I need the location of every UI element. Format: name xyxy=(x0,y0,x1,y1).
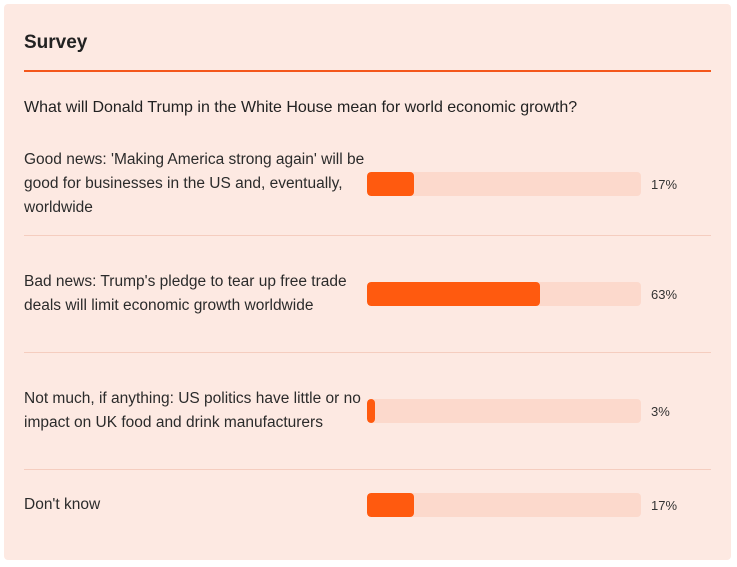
option-label: Don't know xyxy=(24,496,101,513)
result-bar-fill xyxy=(367,282,540,306)
survey-options: Good news: 'Making America strong again'… xyxy=(24,133,711,540)
survey-option[interactable]: Bad news: Trump's pledge to tear up free… xyxy=(24,236,711,353)
result-bar-track xyxy=(367,493,641,517)
option-label: Not much, if anything: US politics have … xyxy=(24,390,361,431)
survey-card: Survey What will Donald Trump in the Whi… xyxy=(4,4,731,560)
result-bar-track xyxy=(367,399,641,423)
option-percent: 63% xyxy=(651,286,678,302)
result-bar-track xyxy=(367,172,641,196)
result-bar-fill xyxy=(367,399,376,423)
survey-option[interactable]: Don't know 17% xyxy=(24,470,711,540)
survey-option[interactable]: Good news: 'Making America strong again'… xyxy=(24,133,711,236)
option-percent: 17% xyxy=(651,176,678,192)
result-bar-track xyxy=(367,282,641,306)
option-percent: 3% xyxy=(651,403,670,419)
title-divider xyxy=(24,70,711,72)
option-label: Good news: 'Making America strong again'… xyxy=(24,151,365,216)
survey-option[interactable]: Not much, if anything: US politics have … xyxy=(24,353,711,470)
option-percent: 17% xyxy=(651,497,678,513)
survey-title: Survey xyxy=(24,32,88,53)
result-bar-fill xyxy=(367,172,414,196)
option-label: Bad news: Trump's pledge to tear up free… xyxy=(24,273,347,314)
result-bar-fill xyxy=(367,493,414,517)
survey-question: What will Donald Trump in the White Hous… xyxy=(24,99,578,116)
